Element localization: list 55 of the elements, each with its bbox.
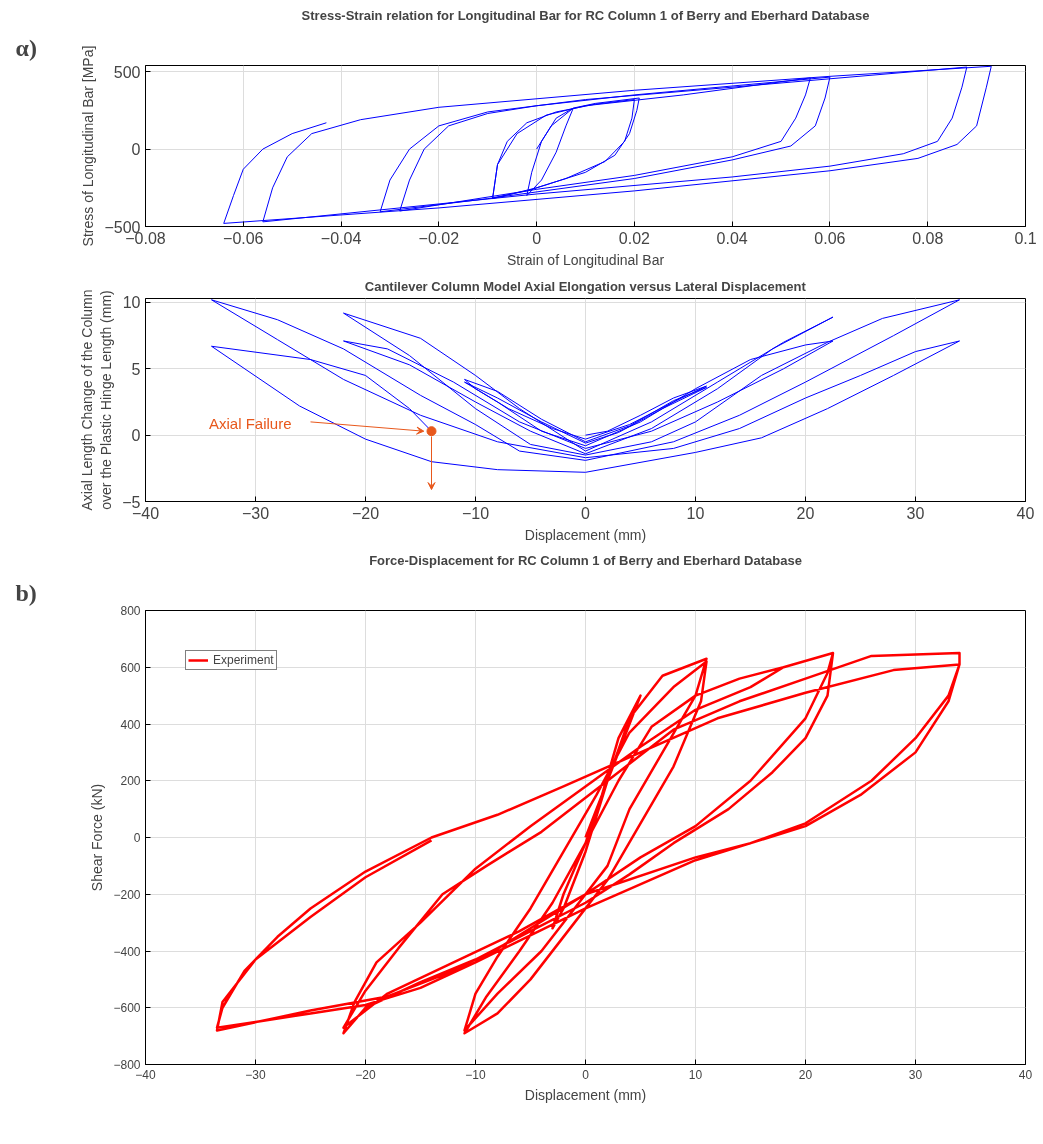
- legend-label: Experiment: [213, 653, 274, 667]
- y-tick-label: −200: [113, 887, 141, 902]
- x-tick-label: 0.06: [814, 229, 846, 247]
- x-tick-label: −0.06: [223, 229, 264, 247]
- x-tick-label: −20: [355, 1067, 376, 1082]
- y-tick-label: 10: [122, 294, 141, 312]
- x-tick-label: −10: [465, 1067, 486, 1082]
- y-tick-label: −800: [113, 1058, 141, 1072]
- x-tick-label: 20: [796, 504, 815, 522]
- x-axis-title: Strain of Longitudinal Bar: [506, 251, 665, 268]
- x-tick-label: −0.02: [418, 229, 460, 247]
- line-series: [211, 299, 960, 473]
- y-tick-label: 200: [120, 774, 141, 789]
- text: α): [15, 34, 37, 61]
- x-tick-label: 30: [908, 1067, 923, 1082]
- y-tick-label: 600: [120, 660, 141, 675]
- x-tick-label: 0.1: [1014, 229, 1037, 247]
- annotation: Axial Failure: [208, 414, 292, 432]
- y-tick-label: 0: [131, 427, 141, 445]
- x-tick-label: 40: [1016, 504, 1035, 522]
- y-tick-label: 0: [131, 141, 141, 159]
- y-tick-label: 0: [133, 831, 141, 845]
- x-tick-label: −20: [351, 504, 380, 522]
- x-tick-label: −10: [461, 504, 490, 522]
- x-axis-title: Displacement (mm): [524, 526, 647, 543]
- y-tick-label: 5: [131, 360, 141, 378]
- y-axis-title: Shear Force (kN): [89, 783, 106, 892]
- x-tick-label: 10: [688, 1067, 703, 1082]
- x-tick-label: −30: [245, 1067, 266, 1082]
- y-axis-title: Axial Length Change of the Column over the Plastic Hinge Length (mm): [79, 289, 115, 511]
- y-tick-label: −600: [113, 1001, 141, 1016]
- x-tick-label: 30: [906, 504, 925, 522]
- y-tick-label: −400: [113, 944, 141, 959]
- y-tick-label: 500: [113, 63, 141, 81]
- x-axis-title: Displacement (mm): [524, 1086, 647, 1103]
- y-tick-label: 400: [120, 717, 141, 732]
- x-tick-label: 0: [532, 229, 542, 247]
- y-tick-label: 800: [120, 604, 141, 618]
- text: b): [15, 579, 37, 606]
- x-tick-label: 0.04: [716, 229, 748, 247]
- x-tick-label: 40: [1018, 1067, 1033, 1082]
- x-tick-label: −30: [241, 504, 270, 522]
- x-tick-label: 0: [581, 504, 591, 522]
- x-tick-label: 0.08: [912, 229, 944, 247]
- line-series: [223, 65, 992, 224]
- x-tick-label: 0: [582, 1067, 590, 1082]
- chart-title: Cantilever Column Model Axial Elongation versus Lateral Displacement: [364, 278, 807, 294]
- chart-title: Stress-Strain relation for Longitudinal Bar for RC Column 1 of Berry and Eberhard Database: [301, 7, 870, 23]
- x-tick-label: 0.02: [618, 229, 651, 247]
- line-series: [215, 651, 961, 1035]
- chart-title: Force-Displacement for RC Column 1 of Berry and Eberhard Database: [369, 552, 802, 568]
- x-tick-label: 20: [798, 1067, 813, 1082]
- x-tick-label: 10: [686, 504, 705, 522]
- x-tick-label: −0.04: [320, 229, 362, 247]
- y-axis-title: Stress of Longitudinal Bar [MPa]: [80, 45, 97, 247]
